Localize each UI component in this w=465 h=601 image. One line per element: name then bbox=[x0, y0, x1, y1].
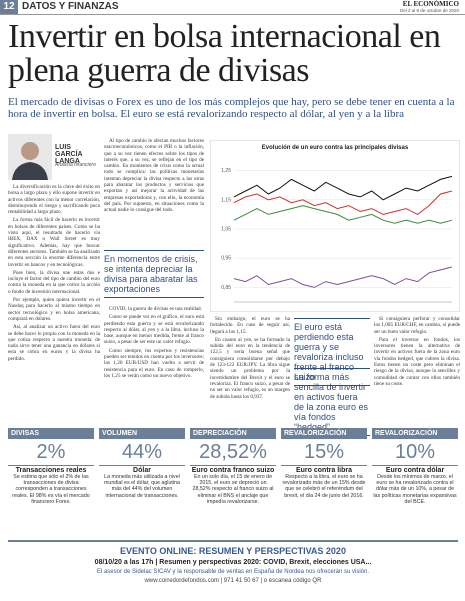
stat-text: Se estima que sólo el 2% de las transacc… bbox=[12, 474, 90, 505]
stat-title: Euro contra dólar bbox=[372, 465, 458, 474]
stat-title: Dólar bbox=[99, 465, 185, 474]
y-tick-label: 0,95 bbox=[221, 256, 231, 262]
stat-value: 15% bbox=[303, 441, 345, 463]
author-photo bbox=[8, 134, 52, 180]
column: COVID, la guerra de divisas es una reali… bbox=[104, 306, 204, 422]
y-tick-label: 1,05 bbox=[221, 227, 231, 233]
stat-text: Respecto a la libra, el euro se ha reval… bbox=[282, 474, 366, 499]
y-tick-label: 1,25 bbox=[221, 168, 231, 174]
paragraph: Si consiguiera perforar y consolidar los… bbox=[374, 316, 460, 335]
stat-label: REVALORIZACIÓN bbox=[281, 428, 367, 439]
ad-line: 08/10/20 a las 17h | Resumen y perspecti… bbox=[94, 559, 372, 566]
headline: Invertir en bolsa internacional en plena… bbox=[8, 18, 441, 89]
stat-box: REVALORIZACIÓN 10% Euro contra dólar Desde … bbox=[372, 428, 458, 532]
stat-box: VOLUMEN 44% Dólar La moneda más utilizada a… bbox=[99, 428, 185, 532]
paragraph: Pues bien, la divisa une estas dos e inc… bbox=[8, 269, 100, 295]
series-line bbox=[233, 190, 453, 215]
paragraph: Para el inversor en fondos, los inversor… bbox=[374, 336, 460, 387]
pull-quote: El euro está perdiendo esta guerra y se … bbox=[294, 318, 370, 386]
stat-value: 44% bbox=[121, 441, 163, 463]
chart-title: Evolución de un euro contra las principa… bbox=[262, 145, 409, 151]
stat-title: Euro contra franco suizo bbox=[190, 465, 276, 474]
author: LUIS GARCÍA LANGA bbox=[55, 144, 83, 165]
stat-value: 28,52% bbox=[199, 441, 267, 463]
chart: Evolución de un euro contra las principa… bbox=[210, 140, 460, 312]
series-line bbox=[233, 266, 453, 288]
stat-title: Euro contra libra bbox=[281, 465, 367, 474]
stat-text: En un solo día, el 15 de enero de 2015, … bbox=[192, 474, 274, 505]
paragraph: Sin embargo, el euro se ha fortalecido. … bbox=[210, 316, 290, 335]
stat-text: La moneda más utilizada a nivel mundial … bbox=[104, 474, 180, 499]
y-tick-label: 0,85 bbox=[221, 285, 231, 291]
ad-line: El asesor de Sidelac SICAV y la responsa… bbox=[96, 569, 370, 575]
stat-value: 10% bbox=[394, 441, 436, 463]
column: Si consiguiera perforar y consolidar los… bbox=[374, 316, 460, 422]
paragraph: La forma más fácil de hacerlo es inverti… bbox=[8, 217, 100, 268]
ad-title: EVENTO ONLINE: RESUMEN Y PERSPECTIVAS 20… bbox=[120, 546, 346, 556]
column: Al tipo de cambio le afectan muchos fact… bbox=[104, 138, 204, 246]
paragraph: Así, al analizar un activo fuera del eur… bbox=[8, 324, 100, 362]
stat-label: DEPRECIACIÓN bbox=[190, 428, 276, 439]
issue-date: Del 2 al 8 de octubre de 2020 bbox=[399, 8, 459, 13]
pull-quote: En momentos de crisis, se intenta deprec… bbox=[104, 250, 204, 298]
paragraph: La diversificación es la clave del éxito… bbox=[8, 184, 100, 216]
column: Sin embargo, el euro se ha fortalecido. … bbox=[210, 316, 290, 422]
stat-box: REVALORIZACIÓN 15% Euro contra libra Respec… bbox=[281, 428, 367, 532]
section-title: DATOS Y FINANZAS bbox=[22, 1, 119, 12]
stat-box: DIVISAS 2% Transacciones reales Se estima q… bbox=[8, 428, 94, 532]
paragraph: Por ejemplo, quien quiera invertir en el… bbox=[8, 297, 100, 322]
series-line bbox=[233, 175, 453, 201]
series-line bbox=[233, 205, 453, 224]
paragraph: Como se puede ver en el gráfico, el euro… bbox=[104, 314, 204, 346]
stat-label: VOLUMEN bbox=[99, 428, 185, 439]
stat-title: Transacciones reales bbox=[8, 465, 94, 474]
stat-label: REVALORIZACIÓN bbox=[372, 428, 458, 439]
y-tick-label: 1,15 bbox=[221, 197, 231, 203]
author-role: Analista financiero bbox=[55, 162, 96, 168]
subtitle: El mercado de divisas o Forex es uno de … bbox=[8, 96, 455, 120]
brand: EL ECONÓMICO bbox=[402, 0, 459, 8]
paragraph: Al tipo de cambio le afectan muchos fact… bbox=[104, 138, 204, 214]
page-number: 12 bbox=[0, 0, 18, 14]
stat-label: DIVISAS bbox=[8, 428, 94, 439]
stat-value: 2% bbox=[36, 441, 66, 463]
paragraph: Como siempre, los expertos y resistencia… bbox=[104, 347, 204, 379]
pull-quote: La forma más sencilla de invertir en act… bbox=[294, 368, 370, 436]
column: La diversificación es la clave del éxito… bbox=[8, 184, 100, 422]
stat-box: DEPRECIACIÓN 28,52% Euro contra franco sui… bbox=[190, 428, 276, 532]
advert: EVENTO ONLINE: RESUMEN Y PERSPECTIVAS 20… bbox=[8, 540, 458, 600]
paragraph: En cuanto al yen, se ha formado la subid… bbox=[210, 336, 290, 400]
paragraph: COVID, la guerra de divisas es una reali… bbox=[109, 306, 202, 312]
stat-text: Desde los mínimos de marzo, el euro se h… bbox=[373, 474, 457, 505]
ad-line: www.corredordefondos.com | 971 41 50 67 … bbox=[144, 578, 322, 584]
section-bar: 12 DATOS Y FINANZAS EL ECONÓMICO Del 2 a… bbox=[0, 0, 465, 15]
